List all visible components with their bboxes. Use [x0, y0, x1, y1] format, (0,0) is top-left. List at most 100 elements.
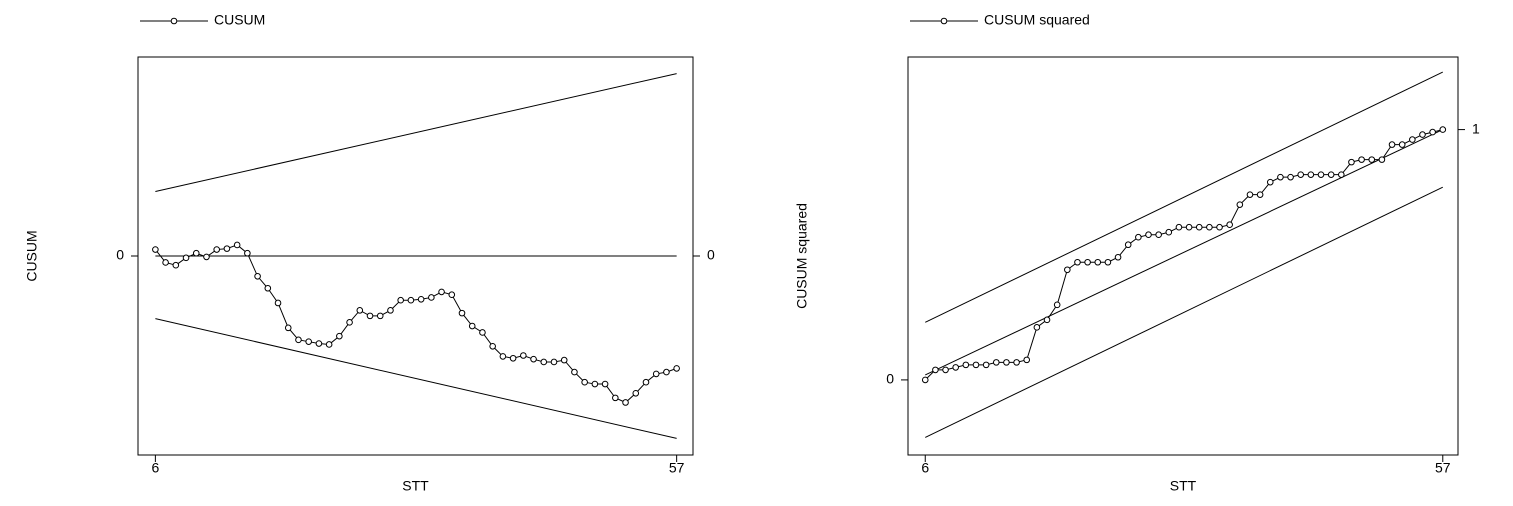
boundary-line: [155, 318, 677, 439]
point: [1398, 141, 1406, 148]
x-tick-label: 6: [921, 460, 929, 476]
point: [632, 389, 640, 397]
point: [172, 261, 180, 269]
point: [233, 241, 241, 249]
series-line: [154, 244, 677, 404]
point: [1409, 136, 1416, 143]
point: [274, 299, 282, 307]
point: [397, 296, 404, 304]
point: [571, 368, 578, 376]
point: [458, 309, 466, 317]
point: [1226, 221, 1233, 229]
y2-tick-label: 1: [1472, 120, 1480, 136]
point: [1094, 258, 1102, 266]
point: [284, 324, 292, 332]
point: [1185, 223, 1193, 231]
point: [1439, 126, 1447, 133]
point: [1003, 359, 1010, 366]
point: [1104, 258, 1112, 266]
x-tick-label: 57: [1435, 460, 1451, 476]
point: [1358, 156, 1365, 163]
point: [581, 378, 588, 386]
point: [530, 355, 537, 363]
series-line: [924, 129, 1443, 381]
point: [1064, 266, 1071, 274]
point: [962, 361, 970, 369]
point: [376, 312, 384, 320]
point: [1084, 258, 1091, 266]
point: [1053, 301, 1061, 309]
point: [1216, 223, 1223, 231]
point: [192, 249, 200, 257]
point: [1307, 171, 1315, 178]
point: [540, 358, 548, 366]
point: [325, 341, 333, 348]
y-tick-label: 0: [116, 247, 124, 263]
point: [612, 394, 619, 402]
x-axis-label: STT: [1170, 478, 1197, 494]
point: [1074, 258, 1081, 266]
point: [417, 296, 425, 303]
point: [1297, 171, 1305, 178]
point: [1378, 156, 1386, 163]
point: [387, 307, 394, 314]
point: [550, 358, 558, 366]
point: [162, 259, 169, 266]
point: [438, 288, 445, 296]
boundary-line: [155, 73, 677, 192]
point: [1175, 223, 1183, 231]
point: [1388, 141, 1396, 148]
point: [1246, 191, 1254, 198]
point: [1317, 171, 1325, 178]
point: [972, 361, 980, 369]
point: [1195, 223, 1203, 231]
point: [1033, 324, 1041, 331]
point: [244, 249, 251, 257]
point: [264, 284, 272, 292]
boundary-line: [925, 186, 1443, 438]
point: [1135, 233, 1142, 241]
point: [1145, 231, 1152, 239]
point: [213, 246, 221, 253]
point: [982, 361, 990, 369]
point: [468, 322, 476, 330]
point: [1368, 156, 1376, 163]
point: [1023, 356, 1031, 364]
point: [921, 376, 929, 384]
point: [1124, 241, 1132, 249]
boundary-line: [925, 129, 1443, 376]
point: [356, 307, 364, 314]
y-tick-label: 0: [886, 371, 894, 387]
point: [315, 340, 323, 347]
point: [952, 364, 959, 371]
point: [295, 336, 302, 344]
point: [1256, 191, 1264, 198]
point: [479, 329, 486, 336]
point: [305, 338, 312, 345]
point: [652, 370, 660, 378]
point: [591, 380, 599, 388]
point: [642, 378, 650, 386]
point: [509, 354, 517, 362]
legend-marker: [940, 17, 948, 25]
point: [203, 253, 210, 261]
point: [223, 245, 231, 252]
point: [1327, 171, 1335, 178]
point: [1013, 359, 1020, 366]
point: [182, 254, 190, 262]
point: [1419, 131, 1426, 138]
point: [560, 356, 568, 364]
legend-label: CUSUM: [214, 12, 265, 28]
point: [254, 272, 261, 280]
point: [1043, 316, 1051, 324]
x-tick-label: 6: [151, 460, 159, 476]
point: [448, 291, 456, 298]
point: [1165, 228, 1173, 236]
point: [1287, 173, 1294, 181]
point: [932, 366, 939, 374]
point: [489, 342, 496, 350]
point: [601, 380, 609, 388]
x-tick-label: 57: [669, 460, 685, 476]
